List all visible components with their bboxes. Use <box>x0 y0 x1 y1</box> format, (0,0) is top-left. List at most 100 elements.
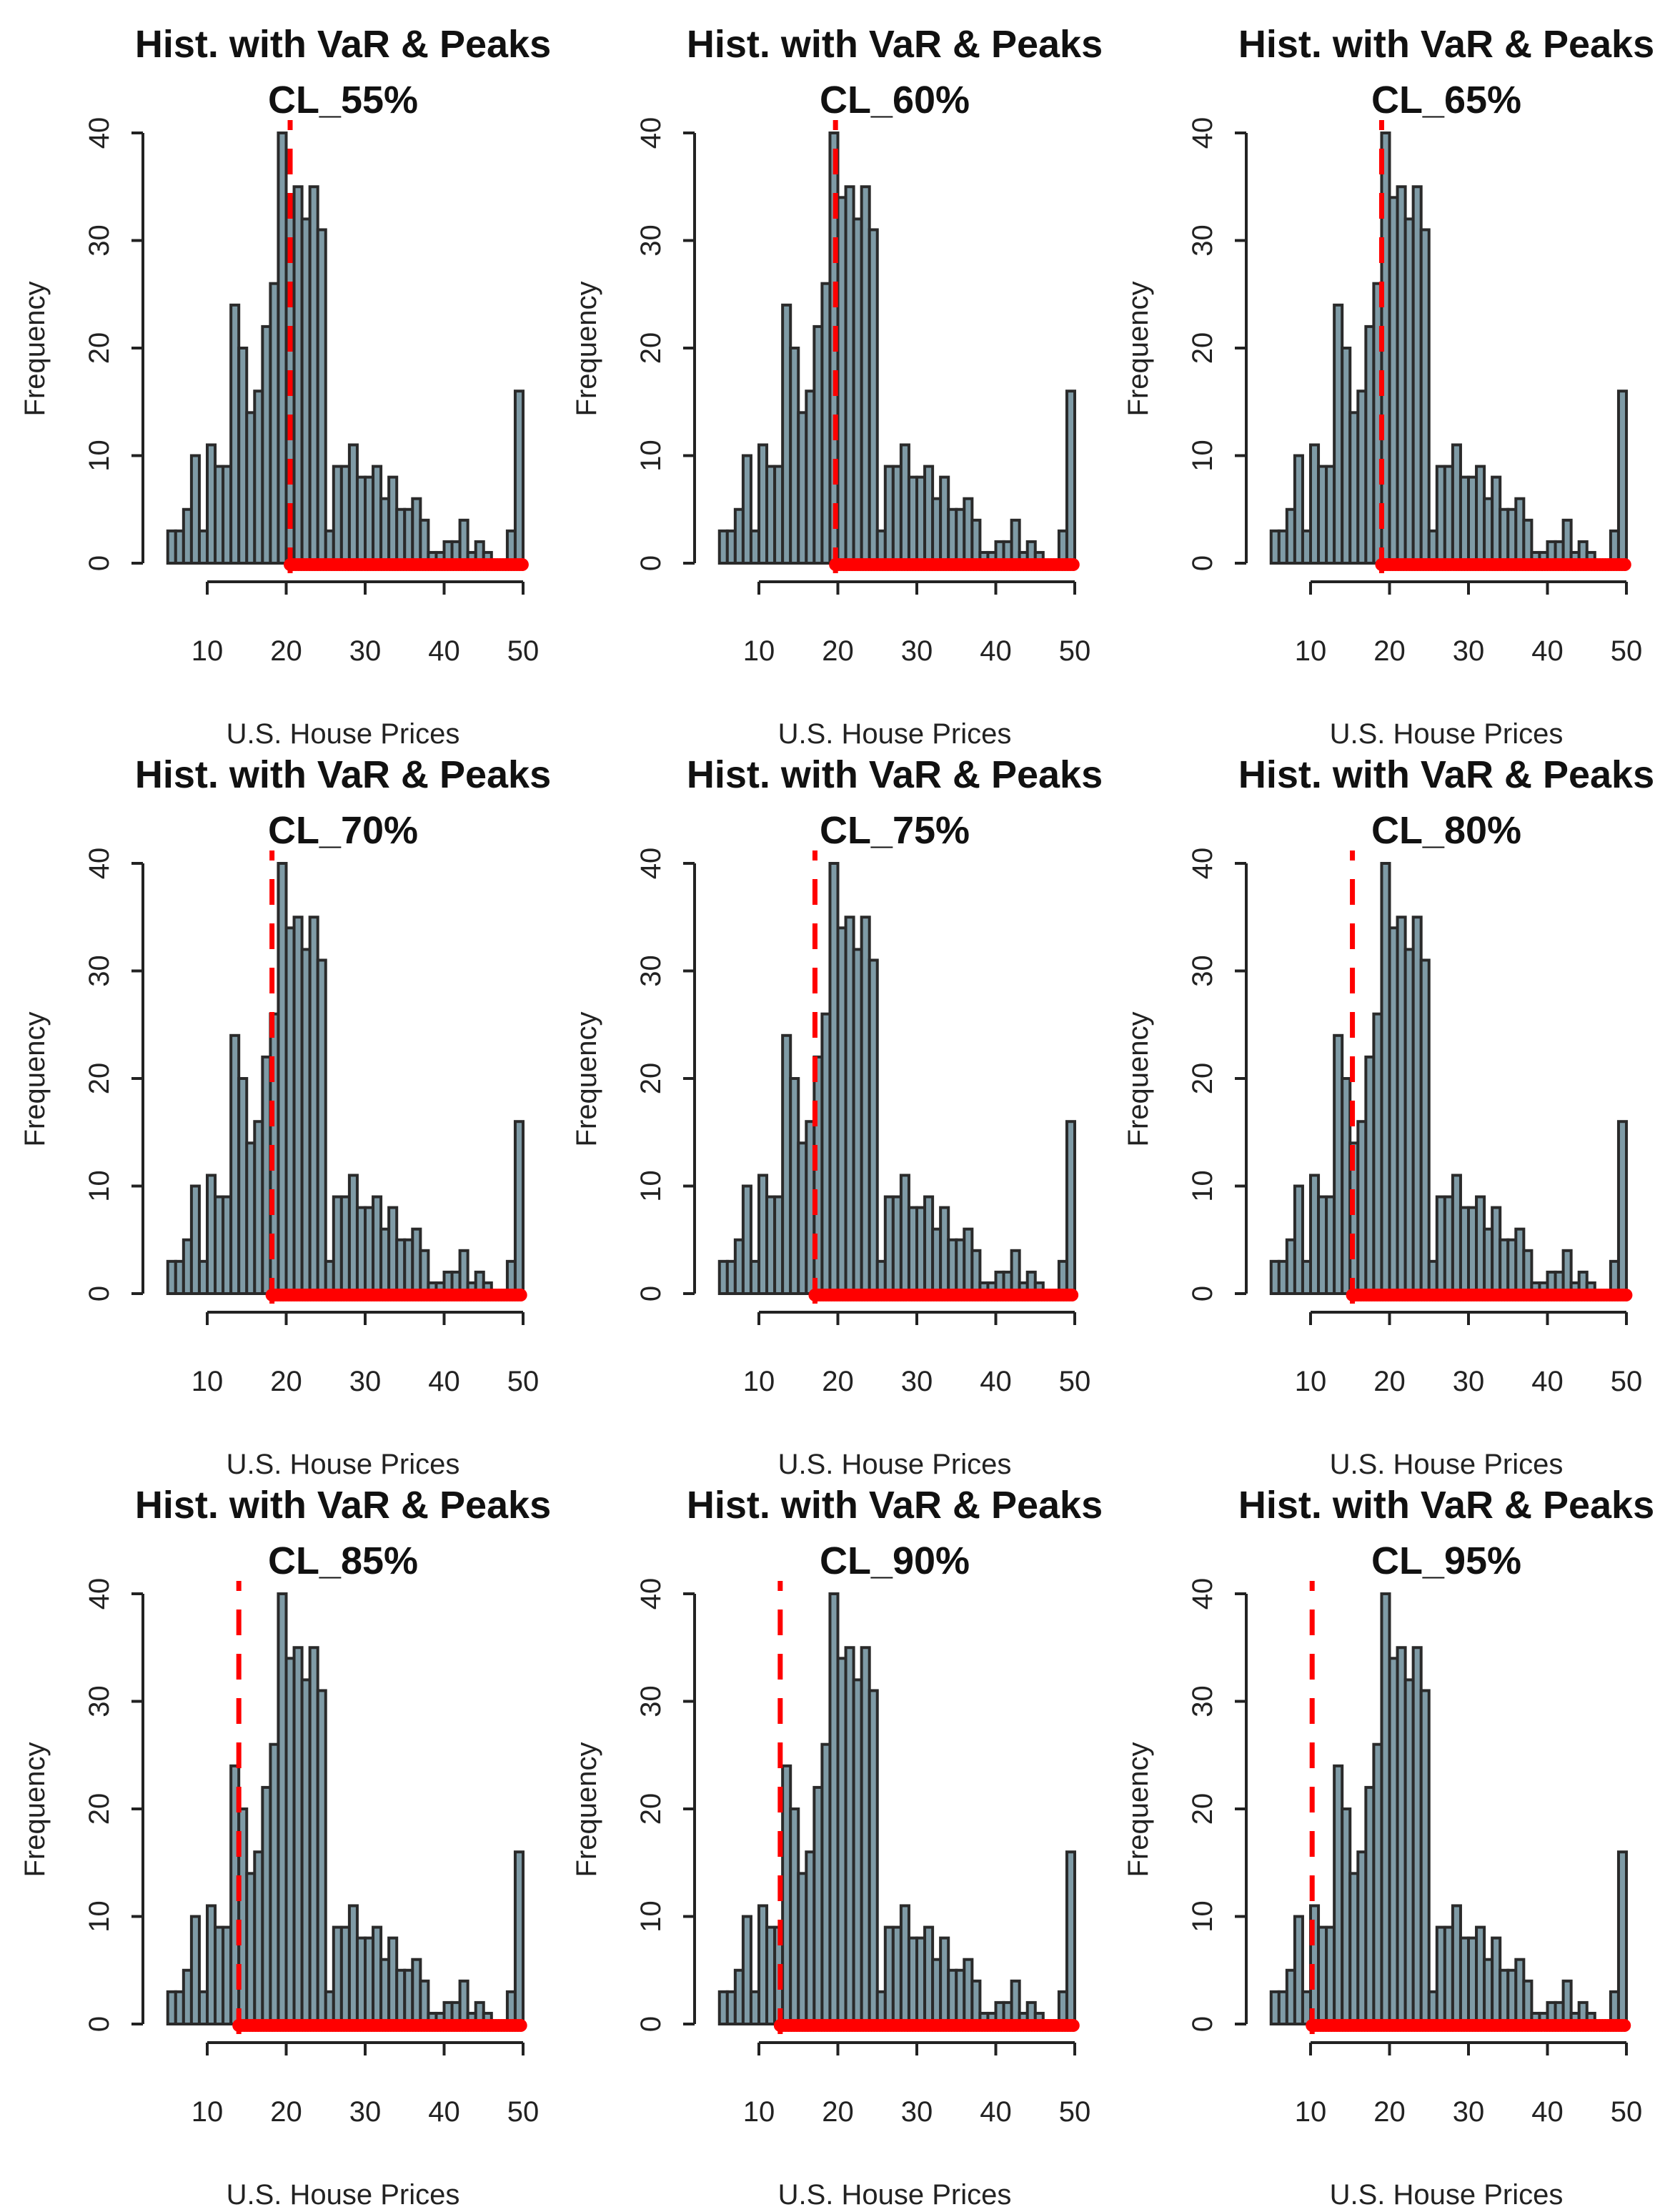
x-tick-label: 50 <box>1611 1366 1643 1397</box>
y-tick-label: 40 <box>635 1578 667 1610</box>
peak-point <box>1618 2019 1631 2032</box>
y-axis-label: Frequency <box>571 1012 602 1147</box>
x-tick-label: 10 <box>743 2096 775 2128</box>
histogram-bar <box>1616 1850 1629 2026</box>
x-tick-label: 10 <box>1295 2096 1327 2128</box>
y-axis-label: Frequency <box>1123 1742 1154 1878</box>
x-tick-label: 20 <box>270 635 302 667</box>
histogram-bar <box>1065 1850 1077 2026</box>
histogram-bar <box>868 1689 879 2025</box>
x-tick-label: 10 <box>1295 635 1327 667</box>
histogram-bar <box>741 1915 752 2025</box>
x-tick-label: 30 <box>901 2096 933 2128</box>
peak-points <box>265 1289 527 1301</box>
x-tick-label: 50 <box>1059 2096 1091 2128</box>
histogram-bar <box>1616 1120 1629 1296</box>
y-tick-label: 30 <box>635 1685 667 1717</box>
x-tick-label: 10 <box>192 2096 224 2128</box>
y-tick-label: 20 <box>84 332 115 364</box>
histogram-bar <box>1293 454 1304 565</box>
peak-points <box>232 2019 527 2032</box>
x-tick-label: 20 <box>822 2096 854 2128</box>
histogram-bar <box>189 454 201 565</box>
y-tick-label: 10 <box>84 1170 115 1202</box>
y-tick-label: 0 <box>1187 1286 1218 1301</box>
histogram-bar <box>868 958 879 1295</box>
y-tick-label: 40 <box>635 117 667 149</box>
panel-subtitle: CL_80% <box>1371 809 1521 852</box>
histogram-bar <box>741 454 752 565</box>
x-tick-label: 10 <box>743 1366 775 1397</box>
y-axis-label: Frequency <box>571 282 602 417</box>
y-axis-label: Frequency <box>1123 1012 1154 1147</box>
histogram-panel: Hist. with VaR & Peaks CL_55% 0 10 20 30 40 Fre… <box>19 23 551 750</box>
histogram-bar <box>316 958 327 1295</box>
y-tick-label: 20 <box>635 332 667 364</box>
y-tick-label: 40 <box>84 117 115 149</box>
y-tick-label: 0 <box>1187 555 1218 571</box>
y-axis-label: Frequency <box>571 1742 602 1878</box>
peak-point <box>1065 1289 1079 1301</box>
x-axis-label: U.S. House Prices <box>1330 2179 1564 2211</box>
histogram-panel: Hist. with VaR & Peaks CL_85% 0 10 20 30 40 Fre… <box>19 1484 551 2211</box>
peak-point <box>1066 558 1080 571</box>
y-tick-label: 0 <box>635 555 667 571</box>
peak-point <box>514 1289 527 1301</box>
x-tick-label: 40 <box>428 635 460 667</box>
panel-subtitle: CL_75% <box>820 809 970 852</box>
histogram-bar <box>513 1850 525 2026</box>
panel-subtitle: CL_85% <box>268 1539 418 1582</box>
x-tick-label: 10 <box>192 635 224 667</box>
panel-title: Hist. with VaR & Peaks <box>687 1484 1103 1527</box>
y-tick-label: 40 <box>1187 848 1218 880</box>
x-tick-label: 40 <box>980 1366 1012 1397</box>
panel-title: Hist. with VaR & Peaks <box>1238 753 1654 796</box>
x-tick-label: 30 <box>1453 635 1485 667</box>
x-tick-label: 30 <box>901 635 933 667</box>
histogram-bar <box>1293 1184 1304 1295</box>
x-tick-label: 20 <box>1373 635 1406 667</box>
x-tick-label: 40 <box>1531 635 1564 667</box>
peak-points <box>829 558 1080 571</box>
peak-points <box>1346 1289 1633 1301</box>
x-tick-label: 10 <box>192 1366 224 1397</box>
histogram-panel: Hist. with VaR & Peaks CL_70% 0 10 20 30 40 Fre… <box>19 753 551 1480</box>
histogram-panel: Hist. with VaR & Peaks CL_75% 0 10 20 30 40 Fre… <box>571 753 1103 1480</box>
histogram-bar <box>316 1689 327 2025</box>
histogram-bar <box>1616 390 1629 565</box>
x-tick-label: 40 <box>1531 2096 1564 2128</box>
y-tick-label: 40 <box>635 848 667 880</box>
x-tick-label: 50 <box>1059 1366 1091 1397</box>
y-tick-label: 20 <box>84 1063 115 1095</box>
y-tick-label: 20 <box>1187 332 1218 364</box>
histogram-panel: Hist. with VaR & Peaks CL_95% 0 10 20 30 40 Fre… <box>1123 1484 1654 2211</box>
histogram-bar <box>1419 958 1431 1295</box>
panel-title: Hist. with VaR & Peaks <box>687 23 1103 66</box>
histogram-bar <box>1065 390 1077 565</box>
x-tick-label: 30 <box>1453 2096 1485 2128</box>
histogram-panel: Hist. with VaR & Peaks CL_65% 0 10 20 30 40 Fre… <box>1123 23 1654 750</box>
x-axis-label: U.S. House Prices <box>227 2179 460 2211</box>
y-tick-label: 20 <box>1187 1063 1218 1095</box>
histogram-panel: Hist. with VaR & Peaks CL_60% 0 10 20 30 40 Fre… <box>571 23 1103 750</box>
x-axis-label: U.S. House Prices <box>778 1449 1012 1480</box>
y-tick-label: 10 <box>635 1900 667 1933</box>
peak-points <box>808 1289 1079 1301</box>
x-tick-label: 40 <box>980 2096 1012 2128</box>
histogram-bar <box>316 228 327 565</box>
y-tick-label: 30 <box>1187 224 1218 257</box>
peak-points <box>773 2019 1080 2032</box>
y-tick-label: 10 <box>1187 440 1218 472</box>
x-axis-label: U.S. House Prices <box>1330 718 1564 750</box>
panel-title: Hist. with VaR & Peaks <box>135 753 551 796</box>
x-tick-label: 30 <box>349 635 382 667</box>
histogram-panel: Hist. with VaR & Peaks CL_80% 0 10 20 30 40 Fre… <box>1123 753 1654 1480</box>
y-tick-label: 20 <box>635 1063 667 1095</box>
panel-subtitle: CL_55% <box>268 79 418 121</box>
peak-points <box>284 558 529 571</box>
x-tick-label: 40 <box>428 2096 460 2128</box>
x-axis-label: U.S. House Prices <box>778 2179 1012 2211</box>
histogram-bar <box>1065 1120 1077 1296</box>
panel-subtitle: CL_90% <box>820 1539 970 1582</box>
histogram-bar <box>189 1184 201 1295</box>
